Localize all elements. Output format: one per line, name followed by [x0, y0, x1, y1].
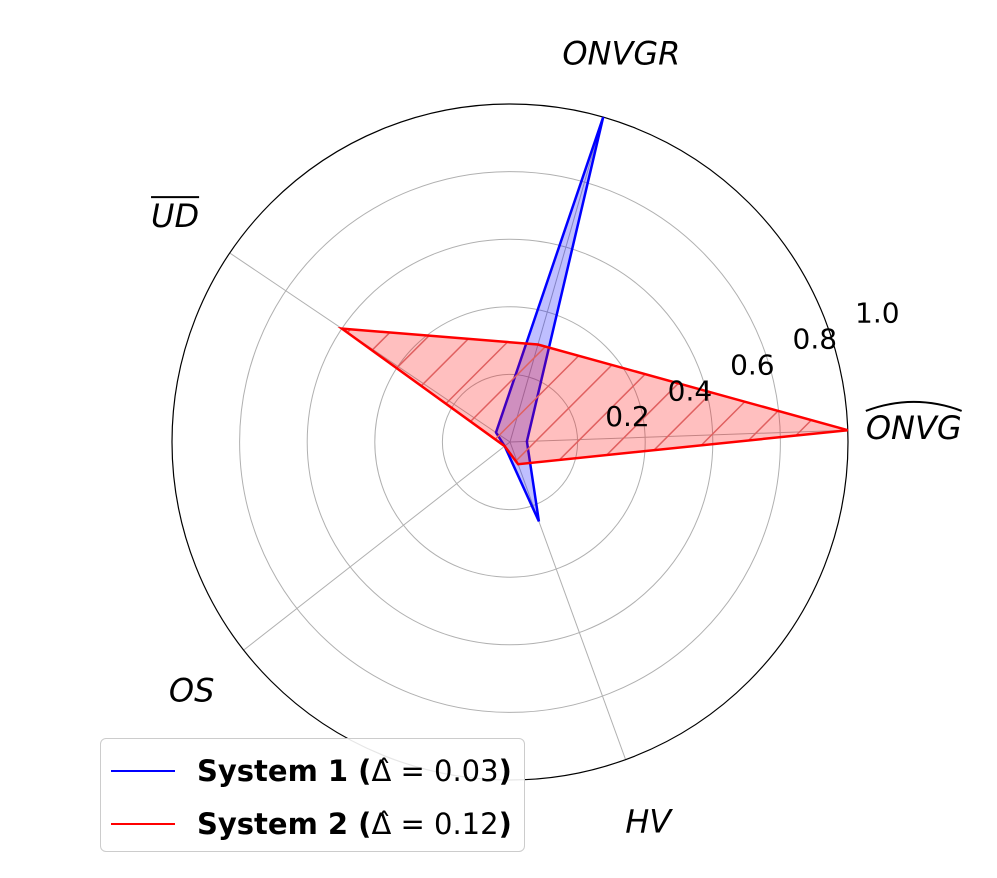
legend-label-system-1: System 1 (Δ̂ = 0.03)	[197, 754, 512, 788]
series-layer	[337, 116, 849, 522]
series-outline-system-2	[337, 326, 849, 466]
legend-line-system-2	[111, 823, 175, 825]
axis-label-ud_bar: UD	[151, 197, 199, 235]
axis-label-onvgr: ONVGR	[562, 35, 680, 73]
legend-line-system-1	[111, 770, 175, 772]
tick-layer: 0.2 0.4 0.6 0.8 1.0	[605, 297, 899, 433]
axis-label-hv: HV	[625, 803, 673, 841]
radial-tick-1.0: 1.0	[855, 297, 900, 330]
grid-spoke-os	[243, 441, 511, 651]
radial-tick-0.4: 0.4	[668, 374, 713, 407]
axis-label-onvg_hat: ONVG	[866, 409, 962, 447]
axis-label-os: OS	[169, 672, 215, 710]
grid-spoke-hv	[509, 441, 627, 760]
radial-tick-0.6: 0.6	[730, 348, 775, 381]
axis-label-hat-onvg_hat	[865, 400, 963, 412]
legend: System 1 (Δ̂ = 0.03) System 2 (Δ̂ = 0.12…	[100, 738, 525, 852]
legend-label-system-2: System 2 (Δ̂ = 0.12)	[197, 807, 512, 841]
legend-item-system-2: System 2 (Δ̂ = 0.12)	[101, 804, 512, 844]
axis-label-layer: ONVG ONVGR UD OS HV	[151, 35, 963, 841]
radial-tick-0.2: 0.2	[605, 400, 650, 433]
legend-item-system-1: System 1 (Δ̂ = 0.03)	[101, 751, 512, 791]
radial-tick-0.8: 0.8	[793, 323, 838, 356]
grid-ring-4	[239, 171, 781, 713]
series-hatch-system-2	[341, 328, 848, 465]
